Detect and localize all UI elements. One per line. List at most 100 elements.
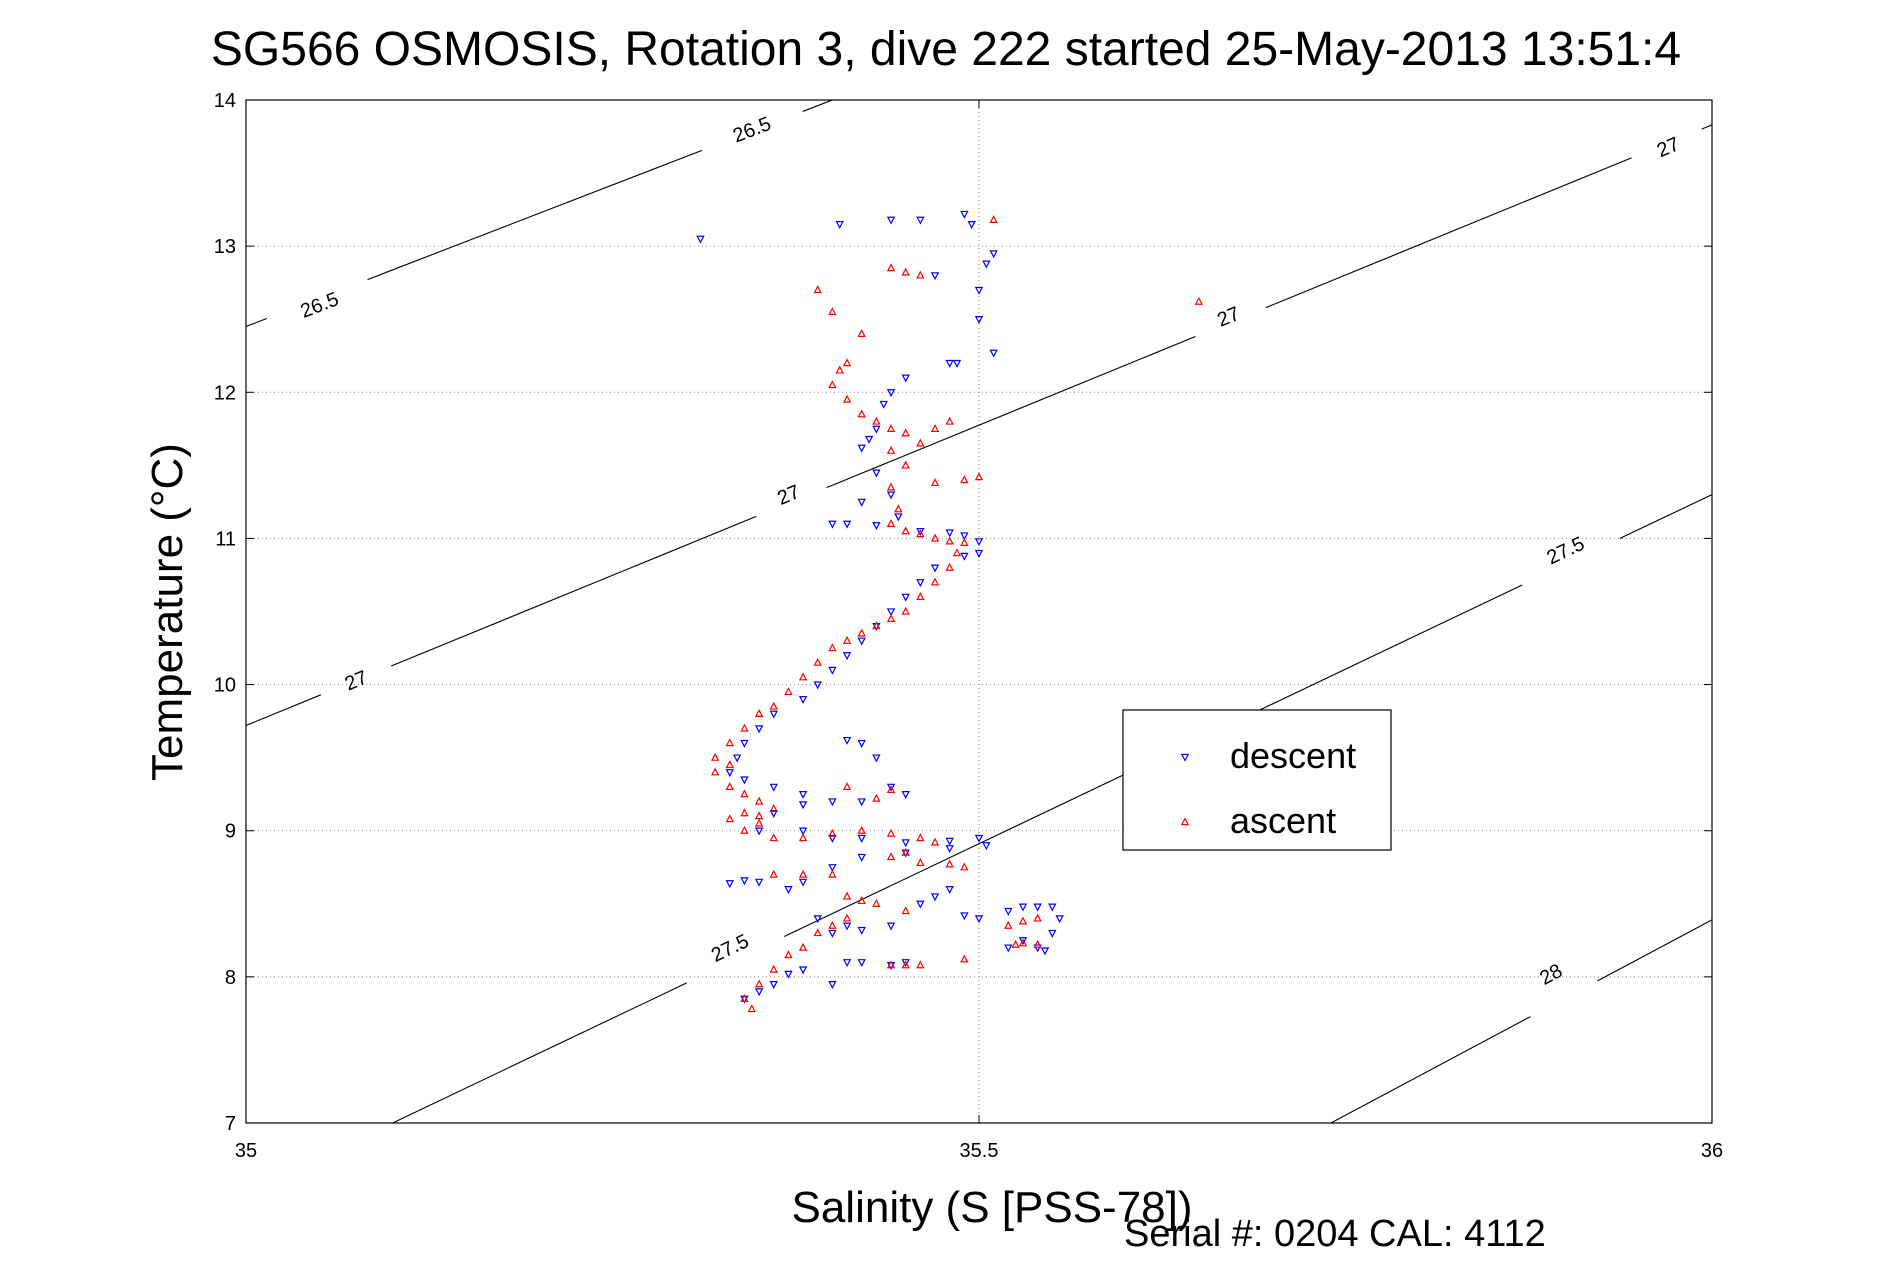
descent-point: [1004, 907, 1013, 916]
ascent-point: [754, 818, 764, 827]
descent-point: [945, 845, 954, 854]
ascent-point: [784, 687, 793, 696]
descent-point: [769, 710, 778, 719]
ascent-point: [798, 672, 808, 681]
ascent-point: [740, 723, 749, 732]
y-tick-label: 8: [225, 967, 236, 989]
descent-point: [696, 235, 705, 244]
descent-point: [872, 469, 881, 478]
ascent-point: [813, 928, 822, 937]
ascent-point: [798, 869, 808, 878]
ascent-point: [930, 837, 940, 846]
ascent-point: [710, 767, 720, 776]
ascent-point: [945, 536, 954, 545]
descent-point: [754, 827, 764, 836]
descent-point: [886, 491, 896, 500]
ascent-point: [916, 529, 925, 538]
ascent-point: [769, 833, 778, 842]
ascent-point: [1018, 938, 1028, 947]
descent-point: [857, 798, 866, 807]
descent-point: [872, 522, 881, 531]
descent-point: [945, 359, 954, 368]
ascent-point: [901, 267, 910, 276]
ascent-point: [930, 533, 940, 542]
legend-marker-ascent-symbol: [1180, 817, 1190, 826]
descent-point: [740, 739, 749, 748]
descent-point: [894, 513, 903, 522]
ascent-point: [901, 606, 910, 615]
ascent-point: [842, 782, 852, 791]
descent-point: [901, 374, 910, 383]
descent-point: [784, 970, 793, 979]
descent-point: [798, 827, 808, 836]
ascent-point: [813, 285, 822, 294]
legend-box: [1122, 709, 1392, 851]
legend-marker-descent-symbol: [1180, 753, 1190, 762]
descent-point: [960, 552, 969, 561]
descent-point: [769, 981, 778, 989]
ascent-point: [886, 445, 896, 454]
descent-point: [872, 425, 881, 434]
descent-point: [857, 739, 866, 748]
y-tick-label: 10: [214, 675, 236, 697]
descent-point: [740, 877, 749, 886]
descent-point: [982, 842, 991, 851]
ascent-point: [960, 954, 969, 963]
descent-point: [960, 912, 969, 921]
y-tick-label: 13: [214, 236, 236, 258]
y-tick-label: 12: [214, 382, 236, 404]
descent-point: [960, 210, 969, 219]
x-tick-label: 35.5: [960, 1140, 999, 1162]
descent-point: [798, 791, 808, 799]
descent-point: [813, 681, 822, 690]
ascent-point: [725, 814, 734, 823]
descent-point: [769, 810, 778, 818]
ascent-point: [872, 898, 881, 907]
ascent-point: [960, 538, 969, 546]
descent-point: [982, 260, 991, 269]
descent-point: [769, 783, 778, 792]
ascent-point: [901, 526, 910, 535]
contour-line-27.5: [392, 982, 688, 1123]
y-tick-label: 7: [225, 1113, 236, 1135]
descent-point: [930, 272, 940, 281]
descent-point: [886, 389, 896, 398]
ascent-point: [886, 263, 896, 272]
descent-point: [828, 520, 837, 529]
ascent-point: [725, 738, 734, 747]
ascent-point: [901, 460, 910, 469]
descent-point: [828, 666, 837, 675]
descent-point: [974, 316, 984, 325]
descent-point: [974, 538, 984, 547]
ascent-point: [828, 869, 837, 878]
ascent-point: [960, 475, 969, 484]
descent-point: [1040, 947, 1050, 956]
descent-point: [872, 754, 881, 763]
ascent-point: [886, 482, 896, 491]
ascent-point: [835, 365, 844, 374]
ascent-point: [974, 472, 984, 481]
x-tick-label: 35: [235, 1140, 257, 1162]
descent-point: [974, 834, 984, 843]
descent-point: [989, 250, 998, 259]
ascent-point: [945, 859, 954, 868]
descent-point: [930, 893, 940, 902]
y-tick-label: 14: [214, 90, 236, 112]
ascent-point: [769, 869, 778, 878]
axis-ticks: 35 35.5 36 7 8 9 10 11 12 13 14: [214, 90, 1723, 1162]
descent-point: [886, 922, 896, 931]
contour-line-27: [826, 335, 1196, 489]
grid-lines: [246, 100, 1712, 1123]
descent-point: [842, 959, 852, 968]
descent-point: [857, 926, 866, 935]
ascent-point: [798, 833, 808, 842]
ascent-point: [930, 478, 940, 487]
descent-point: [989, 349, 998, 358]
descent-point: [828, 834, 837, 843]
descent-point: [754, 988, 764, 997]
descent-point: [945, 837, 954, 846]
ascent-point: [747, 1004, 756, 1013]
descent-point: [798, 696, 808, 704]
descent-point: [886, 783, 896, 792]
ascent-point: [857, 628, 866, 637]
